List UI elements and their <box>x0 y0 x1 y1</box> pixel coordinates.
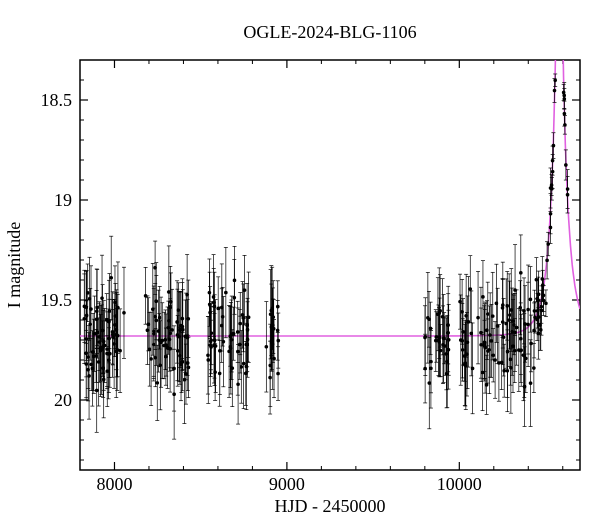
svg-text:19.5: 19.5 <box>41 290 73 310</box>
svg-text:20: 20 <box>54 390 72 410</box>
x-axis-label: HJD - 2450000 <box>275 496 386 512</box>
svg-text:8000: 8000 <box>96 474 132 494</box>
svg-text:18.5: 18.5 <box>41 90 73 110</box>
svg-text:19: 19 <box>54 190 72 210</box>
chart-svg: OGLE-2024-BLG-1106 I magnitude HJD - 24500… <box>0 0 600 512</box>
lightcurve-chart: OGLE-2024-BLG-1106 I magnitude HJD - 24500… <box>0 0 600 512</box>
y-axis-label: I magnitude <box>4 222 24 308</box>
svg-text:9000: 9000 <box>269 474 305 494</box>
chart-title: OGLE-2024-BLG-1106 <box>243 22 416 42</box>
svg-text:10000: 10000 <box>437 474 482 494</box>
